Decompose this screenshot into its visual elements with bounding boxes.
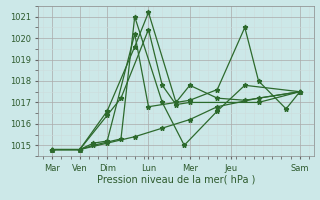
X-axis label: Pression niveau de la mer( hPa ): Pression niveau de la mer( hPa ) (97, 174, 255, 184)
